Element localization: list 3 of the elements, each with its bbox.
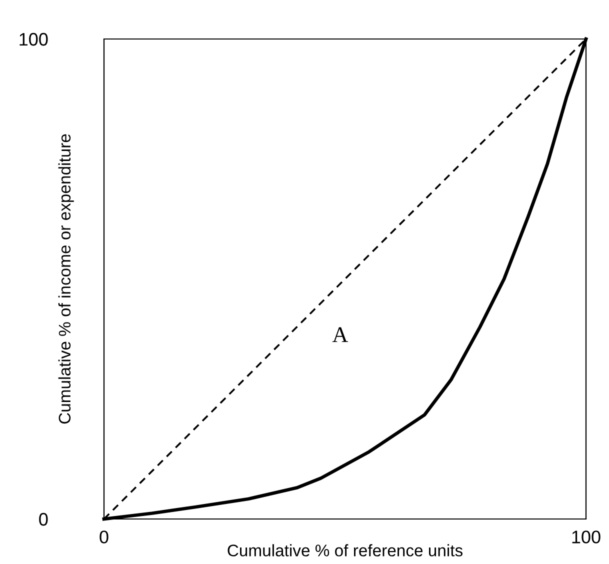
- x-axis-title: Cumulative % of reference units: [228, 544, 463, 556]
- annotation: A: [332, 327, 348, 342]
- y-axis-title: Cumulative % of income or expenditure: [58, 134, 74, 424]
